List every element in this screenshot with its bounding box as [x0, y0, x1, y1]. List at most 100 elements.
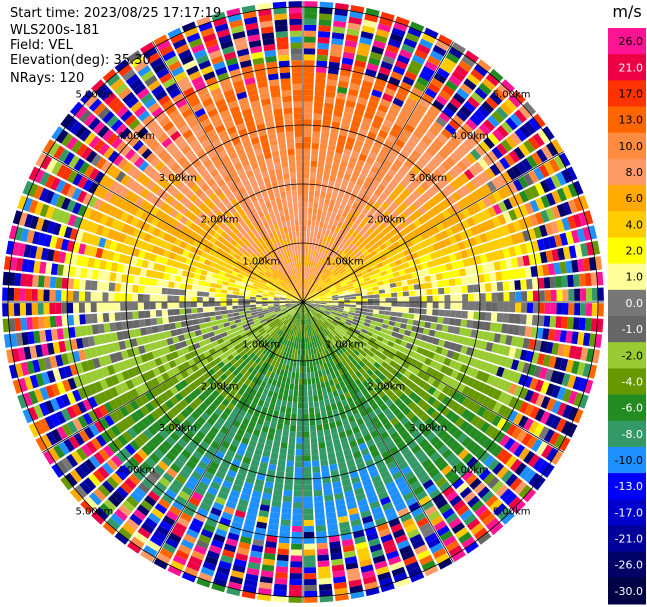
velocity-gate [373, 294, 380, 298]
velocity-gate [396, 153, 407, 164]
velocity-gate [437, 202, 447, 212]
velocity-gate [221, 285, 228, 290]
velocity-gate [452, 92, 466, 105]
velocity-gate [437, 164, 448, 176]
velocity-gate [502, 313, 510, 323]
velocity-gate [126, 302, 133, 311]
velocity-gate [489, 272, 497, 282]
velocity-gate [374, 174, 383, 183]
velocity-gate [377, 23, 392, 33]
velocity-gate [358, 153, 368, 162]
velocity-gate [432, 121, 444, 132]
velocity-gate [120, 302, 127, 311]
velocity-gate [55, 315, 63, 327]
velocity-gate [510, 132, 522, 146]
velocity-gate [281, 513, 291, 520]
velocity-gate [303, 531, 315, 538]
velocity-gate [464, 50, 479, 63]
velocity-gate [341, 117, 352, 126]
velocity-gate [308, 249, 312, 256]
velocity-gate [426, 295, 433, 302]
velocity-gate [354, 218, 362, 226]
velocity-gate [361, 167, 370, 176]
velocity-gate [521, 158, 533, 172]
velocity-gate [350, 245, 357, 252]
velocity-gate [316, 424, 323, 431]
velocity-gate [426, 188, 436, 198]
velocity-gate [359, 282, 366, 287]
velocity-gate [373, 140, 383, 150]
velocity-gate [533, 113, 546, 128]
velocity-gate [428, 173, 439, 183]
velocity-gate [340, 317, 347, 321]
velocity-gate [338, 305, 345, 309]
velocity-gate [162, 280, 169, 288]
velocity-gate [303, 478, 312, 485]
velocity-gate [355, 307, 362, 311]
velocity-gate [55, 290, 62, 301]
velocity-gate [331, 163, 340, 171]
velocity-gate [417, 327, 425, 334]
velocity-gate [444, 294, 451, 302]
velocity-gate [392, 65, 406, 76]
velocity-gate [191, 308, 198, 314]
velocity-gate [365, 176, 374, 185]
velocity-gate [477, 244, 486, 254]
velocity-gate [287, 454, 295, 461]
velocity-gate [318, 566, 331, 573]
velocity-gate [306, 231, 311, 238]
velocity-gate [120, 312, 127, 321]
velocity-gate [492, 203, 503, 215]
velocity-gate [295, 461, 303, 468]
velocity-gate [96, 313, 104, 323]
velocity-gate [297, 349, 301, 355]
velocity-gate [422, 166, 432, 177]
velocity-gate [568, 345, 577, 359]
velocity-gate [446, 217, 456, 227]
velocity-gate [454, 233, 463, 243]
velocity-gate [303, 366, 307, 373]
velocity-gate [551, 342, 560, 355]
velocity-gate [516, 337, 525, 348]
velocity-gate [432, 215, 441, 225]
velocity-gate [339, 184, 347, 192]
velocity-gate [529, 199, 540, 213]
velocity-gate [323, 277, 330, 283]
velocity-gate [306, 266, 309, 273]
velocity-gate [349, 194, 357, 202]
velocity-gate [381, 235, 389, 243]
velocity-gate [336, 264, 343, 271]
velocity-gate [347, 314, 355, 319]
velocity-gate [482, 331, 490, 341]
velocity-gate [348, 16, 362, 25]
velocity-gate [429, 142, 441, 153]
velocity-gate [474, 359, 483, 369]
velocity-gate [388, 277, 396, 284]
velocity-gate [347, 22, 361, 31]
velocity-gate [414, 49, 428, 60]
velocity-gate [115, 273, 123, 283]
velocity-gate [354, 313, 361, 317]
velocity-gate [343, 45, 356, 54]
velocity-gate [337, 291, 344, 295]
velocity-gate [407, 231, 416, 240]
velocity-gate [364, 319, 372, 324]
velocity-gate [342, 287, 349, 292]
velocity-gate [315, 184, 321, 192]
velocity-gate [307, 285, 311, 292]
velocity-gate [202, 297, 209, 302]
velocity-gate [412, 228, 421, 237]
velocity-gate [562, 185, 573, 200]
velocity-gate [320, 459, 329, 467]
velocity-gate [537, 277, 545, 289]
velocity-gate [573, 408, 584, 424]
velocity-gate [499, 334, 507, 345]
velocity-gate [585, 303, 593, 316]
velocity-gate [421, 262, 429, 270]
velocity-gate [167, 302, 174, 309]
velocity-gate [438, 89, 452, 101]
velocity-gate [408, 290, 415, 296]
velocity-gate [344, 304, 351, 307]
velocity-gate [315, 220, 320, 227]
velocity-gate [551, 190, 562, 204]
